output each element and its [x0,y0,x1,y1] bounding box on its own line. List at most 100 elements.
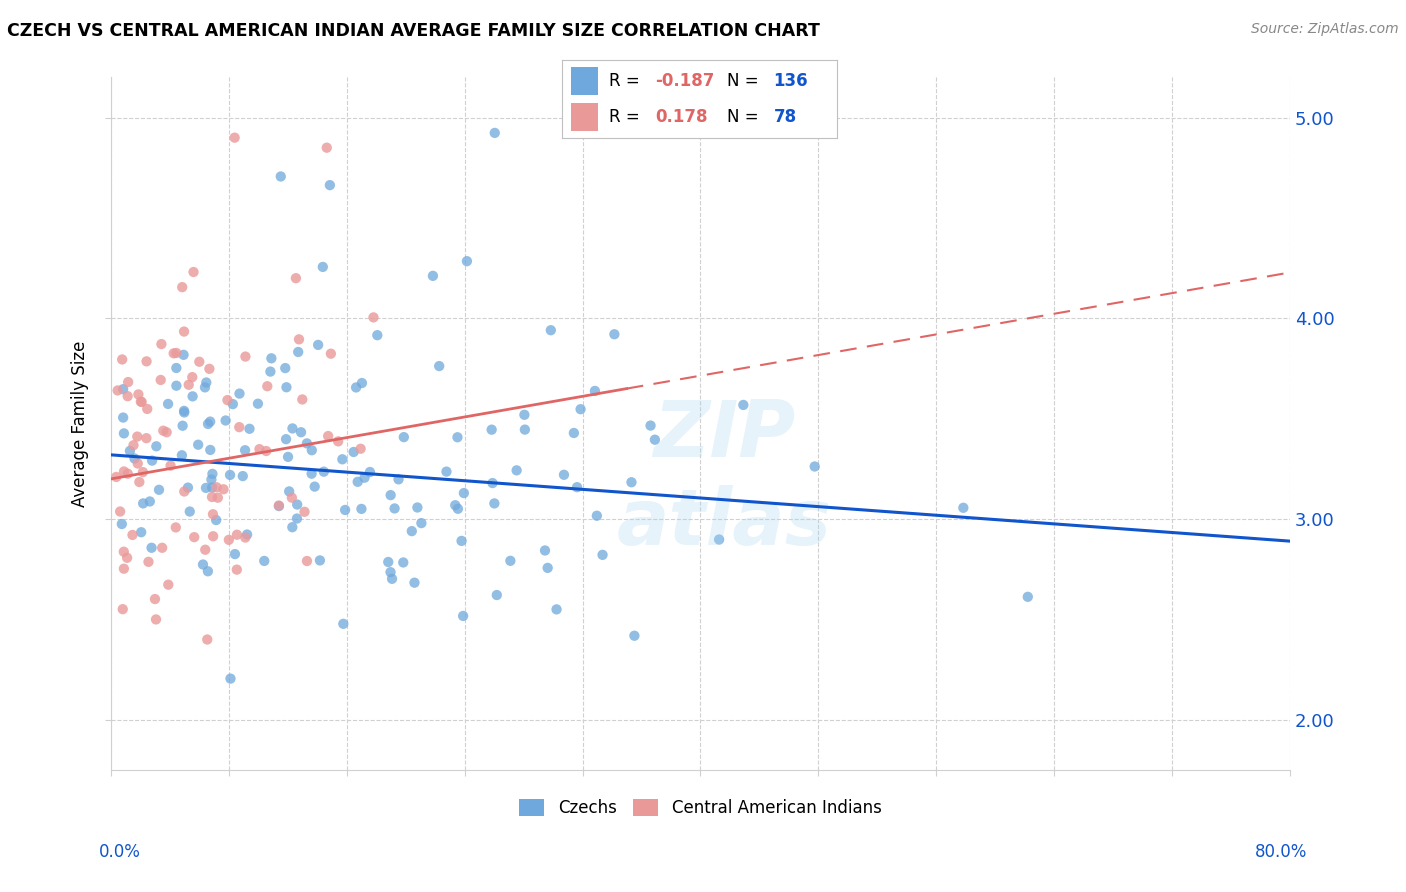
Point [481,476,503,491]
Point [198,415,221,429]
Point [112,382,135,396]
Point [353,471,375,485]
Point [181,370,204,384]
Point [173,405,195,419]
Point [267,499,290,513]
Point [128,475,150,489]
Point [225,563,247,577]
Point [117,375,139,389]
Point [132,496,155,510]
Point [274,432,297,446]
Point [295,436,318,450]
Point [207,491,229,505]
Point [281,491,304,505]
Point [172,280,194,294]
Point [157,577,180,591]
Point [301,443,323,458]
Point [228,420,250,434]
Point [201,481,224,495]
Point [583,384,606,398]
Point [233,531,256,545]
Point [450,533,472,548]
Point [287,345,309,359]
Point [427,359,450,373]
Point [285,511,308,525]
Point [112,410,135,425]
Point [200,473,222,487]
FancyBboxPatch shape [571,67,598,95]
Point [198,361,221,376]
Point [173,484,195,499]
Point [346,475,368,489]
Point [141,541,163,555]
Point [195,376,218,390]
Point [132,465,155,479]
Point [152,424,174,438]
Point [707,533,730,547]
Point [387,472,409,486]
Point [177,377,200,392]
Point [157,397,180,411]
Point [254,444,277,458]
Text: 136: 136 [773,72,808,90]
Point [513,423,536,437]
Point [111,516,134,531]
Point [485,588,508,602]
Point [165,346,187,360]
Point [138,555,160,569]
Point [623,629,645,643]
Point [333,503,356,517]
Point [117,389,139,403]
Point [328,434,350,449]
Point [312,260,335,274]
Point [173,348,195,362]
Point [159,458,181,473]
Point [253,554,276,568]
Point [316,429,339,443]
Point [249,442,271,457]
Point [108,504,131,518]
Point [284,271,307,285]
Point [392,430,415,444]
Point [312,465,335,479]
Point [181,389,204,403]
Point [384,501,406,516]
Point [620,475,643,490]
Point [363,310,385,325]
Point [194,380,217,394]
Point [540,323,562,337]
Point [217,393,239,408]
Legend: Czechs, Central American Indians: Czechs, Central American Indians [513,792,889,824]
Point [307,338,329,352]
Point [380,565,402,579]
Point [165,520,187,534]
Point [224,547,246,561]
Point [165,378,187,392]
Point [117,467,139,481]
Point [129,394,152,409]
Point [218,533,240,547]
Point [224,130,246,145]
Point [446,430,468,444]
Point [344,380,367,394]
FancyBboxPatch shape [571,103,598,131]
Text: ZIP
atlas: ZIP atlas [617,397,831,561]
Point [145,612,167,626]
Point [246,397,269,411]
Point [553,467,575,482]
Point [127,457,149,471]
Point [238,422,260,436]
Point [291,392,314,407]
Point [534,543,557,558]
Point [565,480,588,494]
Point [256,379,278,393]
Point [259,365,281,379]
Point [260,351,283,366]
Point [733,398,755,412]
Point [173,404,195,418]
Point [232,469,254,483]
Point [205,480,228,494]
Text: 0.178: 0.178 [655,108,709,126]
Point [219,467,242,482]
Point [179,504,201,518]
